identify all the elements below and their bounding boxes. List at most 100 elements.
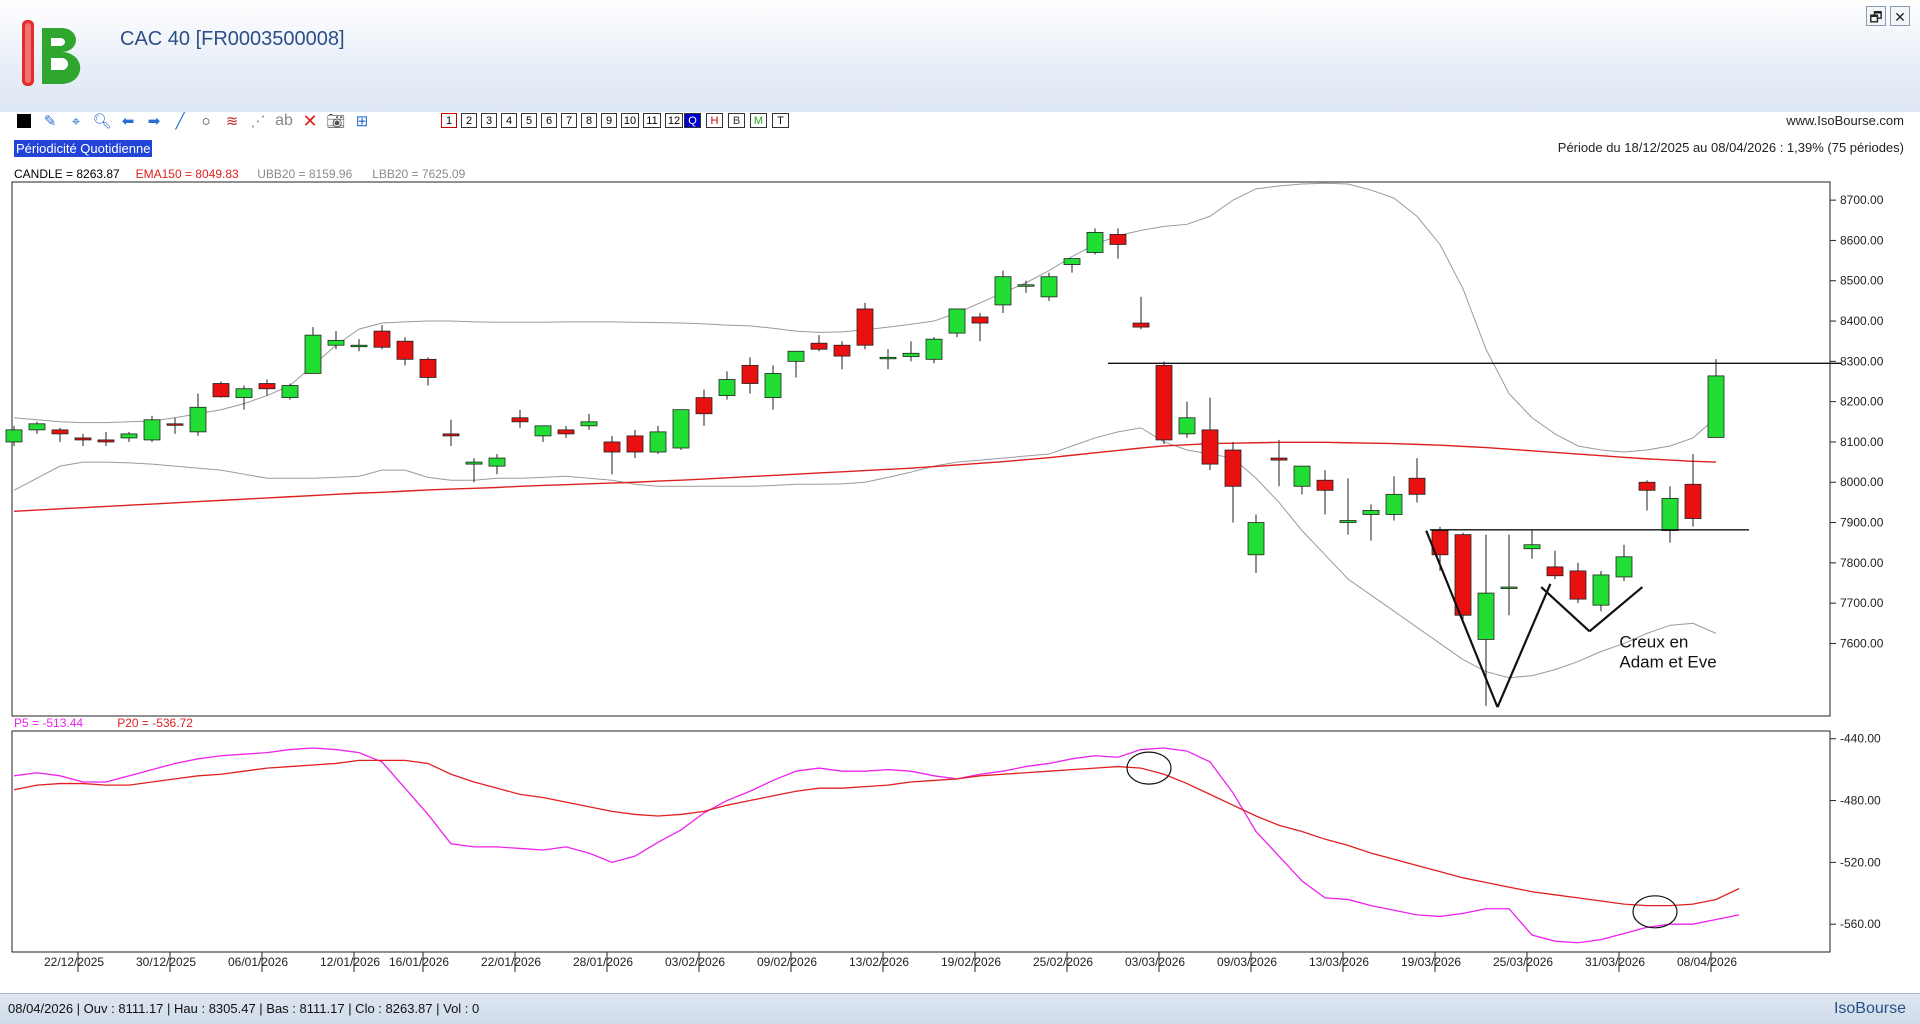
period-range: Période du 18/12/2025 au 08/04/2026 : 1,…: [1557, 140, 1904, 155]
candle-down: [373, 330, 391, 348]
candle-down: [1408, 477, 1426, 495]
candle-down: [212, 383, 230, 398]
oscillator-line-1: [13, 759, 1740, 907]
period-button-8[interactable]: 8: [581, 113, 597, 128]
crossover-circle-1: [1632, 895, 1678, 929]
x-tick-label: 08/04/2026: [1677, 955, 1737, 969]
candle-down: [511, 417, 529, 423]
period-button-11[interactable]: 11: [643, 113, 661, 128]
period-button-2[interactable]: 2: [461, 113, 477, 128]
candle-down: [1454, 534, 1472, 616]
fibonacci-icon[interactable]: ≋: [225, 113, 239, 130]
candle-down: [1224, 449, 1242, 487]
candle-down: [1132, 322, 1150, 328]
period-button-4[interactable]: 4: [501, 113, 517, 128]
candle-up: [1017, 284, 1035, 287]
candle-up: [1040, 276, 1058, 298]
x-tick-label: 25/03/2026: [1493, 955, 1553, 969]
type-button-Q[interactable]: Q: [684, 113, 701, 128]
period-button-6[interactable]: 6: [541, 113, 557, 128]
period-button-9[interactable]: 9: [601, 113, 617, 128]
type-button-T[interactable]: T: [772, 113, 789, 128]
x-tick-label: 30/12/2025: [136, 955, 196, 969]
close-button[interactable]: ✕: [1890, 6, 1910, 26]
status-text: 08/04/2026 | Ouv : 8111.17 | Hau : 8305.…: [8, 1001, 480, 1016]
x-tick-label: 09/02/2026: [757, 955, 817, 969]
period-button-1[interactable]: 1: [441, 113, 457, 128]
type-button-M[interactable]: M: [750, 113, 767, 128]
text-tool-icon[interactable]: ab: [275, 112, 293, 129]
candle-down: [419, 358, 437, 378]
line-icon[interactable]: ╱: [175, 113, 185, 130]
x-tick-label: 13/02/2026: [849, 955, 909, 969]
candle-down: [166, 423, 184, 426]
window-header: CAC 40 [FR0003500008] 🗗 ✕: [0, 0, 1920, 112]
arrow-right-icon[interactable]: ➡: [147, 113, 161, 130]
oscillator-line-0: [13, 747, 1740, 944]
site-url[interactable]: www.IsoBourse.com: [1786, 113, 1904, 128]
y-tick-label: 8300.00: [1840, 354, 1884, 368]
legend-item-2: UBB20 = 8159.96: [257, 167, 352, 181]
candle-up: [304, 334, 322, 374]
candle-up: [1615, 556, 1633, 578]
crosshair-icon[interactable]: ⌖: [71, 112, 81, 130]
candle-down: [396, 340, 414, 360]
candle-up: [534, 425, 552, 437]
type-button-H[interactable]: H: [706, 113, 723, 128]
candle-up: [1385, 493, 1403, 515]
y-tick-label: 8700.00: [1840, 193, 1884, 207]
y-tick-label: 7700.00: [1840, 596, 1884, 610]
osc-legend-item-1: P20 = -536.72: [117, 716, 193, 730]
x-tick-label: 19/03/2026: [1401, 955, 1461, 969]
candle-up: [1362, 510, 1380, 515]
periodicity-label[interactable]: Périodicité Quotidienne: [14, 140, 153, 157]
candle-up: [1592, 574, 1610, 606]
osc-y-tick-label: -480.00: [1840, 794, 1881, 808]
y-tick-label: 8500.00: [1840, 274, 1884, 288]
drawing-toolbar: ✎ ⌖ 🔍︎ ⬅ ➡ ╱ ○ ≋ ⋰ ab ✕ 📷︎ ⊞: [14, 110, 372, 132]
delete-icon[interactable]: ✕: [302, 110, 318, 131]
period-button-5[interactable]: 5: [521, 113, 537, 128]
candle-down: [971, 316, 989, 324]
candle-up: [948, 308, 966, 334]
zoom-icon[interactable]: 🔍︎: [92, 113, 112, 130]
period-button-12[interactable]: 12: [665, 113, 683, 128]
period-button-3[interactable]: 3: [481, 113, 497, 128]
y-tick-label: 8000.00: [1840, 475, 1884, 489]
candle-down: [856, 308, 874, 346]
camera-icon[interactable]: 📷︎: [326, 113, 346, 130]
candle-up: [1178, 417, 1196, 435]
candle-up: [718, 379, 736, 397]
arrow-left-icon[interactable]: ⬅: [121, 113, 135, 130]
fan-icon[interactable]: ⋰: [250, 113, 266, 130]
candle-down: [741, 364, 759, 384]
tree-icon[interactable]: ⊞: [355, 113, 369, 130]
pencil-icon[interactable]: ✎: [43, 113, 57, 130]
oscillator-plot-frame: [11, 730, 1831, 953]
osc-y-tick-label: -440.00: [1840, 732, 1881, 746]
candle-down: [1201, 429, 1219, 465]
square-icon[interactable]: [14, 111, 34, 131]
candle-up: [327, 339, 345, 346]
pattern-line-0: [1425, 530, 1499, 708]
circle-icon[interactable]: ○: [201, 112, 211, 130]
candle-up: [1477, 592, 1495, 640]
candle-up: [879, 356, 897, 360]
restore-button[interactable]: 🗗: [1866, 6, 1886, 26]
candle-up: [1247, 522, 1265, 556]
candle-up: [1523, 544, 1541, 550]
type-button-B[interactable]: B: [728, 113, 745, 128]
period-button-10[interactable]: 10: [621, 113, 639, 128]
candle-up: [235, 388, 253, 399]
x-tick-label: 16/01/2026: [389, 955, 449, 969]
candle-down: [626, 435, 644, 453]
legend-item-1: EMA150 = 8049.83: [136, 167, 239, 181]
candle-down: [1316, 479, 1334, 491]
candle-up: [28, 423, 46, 431]
pattern-annotation: Adam et Eve: [1619, 652, 1716, 671]
period-button-7[interactable]: 7: [561, 113, 577, 128]
y-tick-label: 8200.00: [1840, 395, 1884, 409]
chart-area[interactable]: CANDLE = 8263.87 EMA150 = 8049.83 UBB20 = …: [0, 160, 1920, 992]
candle-down: [603, 441, 621, 453]
candle-down: [1569, 570, 1587, 600]
